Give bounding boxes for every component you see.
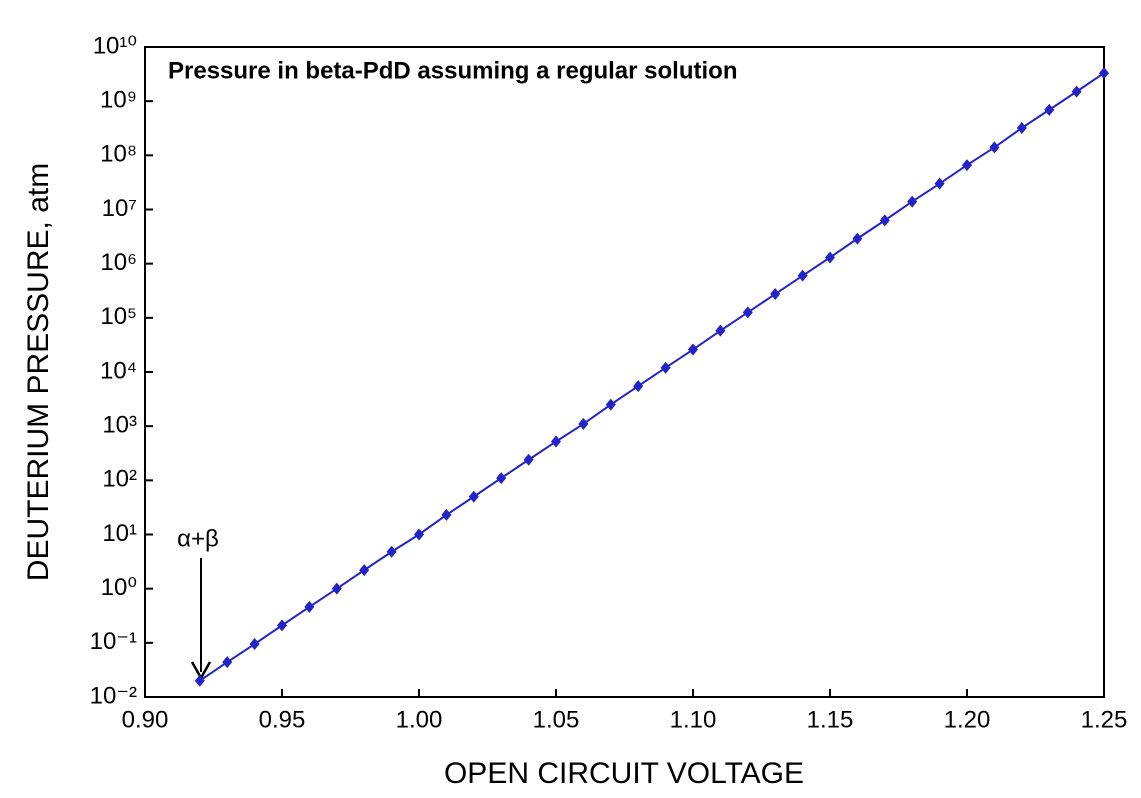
y-tick-label: 10⁸ [100, 141, 137, 168]
x-tick-label: 1.15 [807, 706, 854, 733]
data-point [825, 251, 835, 264]
data-point [989, 141, 1000, 154]
data-point [551, 435, 561, 448]
x-tick-label: 1.20 [944, 706, 991, 733]
data-point [907, 195, 918, 208]
data-point [414, 528, 424, 541]
data-point [715, 324, 726, 337]
data-point [523, 453, 534, 466]
data-point [852, 232, 863, 245]
y-tick-label: 10⁰ [101, 574, 137, 601]
data-point [962, 159, 972, 172]
x-axis-label: OPEN CIRCUIT VOLTAGE [444, 757, 804, 790]
data-point [578, 417, 589, 430]
y-tick-label: 10² [102, 466, 137, 493]
data-point [496, 472, 507, 485]
data-point [249, 638, 260, 651]
data-point [660, 361, 671, 374]
data-point [441, 508, 452, 521]
y-tick-label: 10⁵ [100, 303, 137, 330]
y-axis-label: DEUTERIUM PRESSURE, atm [22, 163, 55, 581]
data-point [1099, 67, 1109, 80]
x-tick-label: 1.25 [1081, 706, 1128, 733]
data-point [468, 490, 479, 503]
x-tick-label: 0.95 [259, 706, 306, 733]
chart-title: Pressure in beta-PdD assuming a regular … [168, 57, 737, 84]
data-point [934, 177, 945, 190]
y-tick-label: 10⁴ [100, 357, 137, 384]
data-point [742, 306, 753, 319]
x-tick-label: 1.00 [396, 706, 443, 733]
data-point [633, 380, 644, 393]
series-line [199, 72, 1105, 682]
y-tick-label: 10¹⁰ [93, 32, 137, 59]
data-point [359, 564, 370, 577]
data-point [688, 343, 698, 356]
x-tick-label: 1.10 [670, 706, 717, 733]
y-tick-label: 10³ [102, 412, 137, 439]
data-point [1016, 121, 1027, 134]
y-tick-label: 10⁻² [90, 682, 137, 709]
data-point [194, 674, 205, 687]
data-point [277, 619, 287, 632]
data-point [879, 214, 890, 227]
data-point [304, 600, 315, 613]
data-point [770, 288, 781, 301]
data-point [331, 582, 342, 595]
data-point [386, 545, 397, 558]
data-point [222, 656, 233, 669]
y-tick-label: 10¹ [102, 520, 137, 547]
y-tick-label: 10⁹ [100, 87, 137, 114]
y-tick-label: 10⁶ [100, 249, 137, 276]
plot-frame [144, 46, 1105, 698]
y-tick-label: 10⁷ [102, 195, 137, 222]
annotation: α+β [177, 525, 219, 552]
data-point [605, 398, 616, 411]
data-point [1071, 85, 1082, 98]
data-point [797, 269, 808, 282]
y-tick-label: 10⁻¹ [90, 628, 137, 655]
data-point [1044, 103, 1055, 116]
x-tick-label: 1.05 [533, 706, 580, 733]
x-tick-label: 0.90 [122, 706, 169, 733]
